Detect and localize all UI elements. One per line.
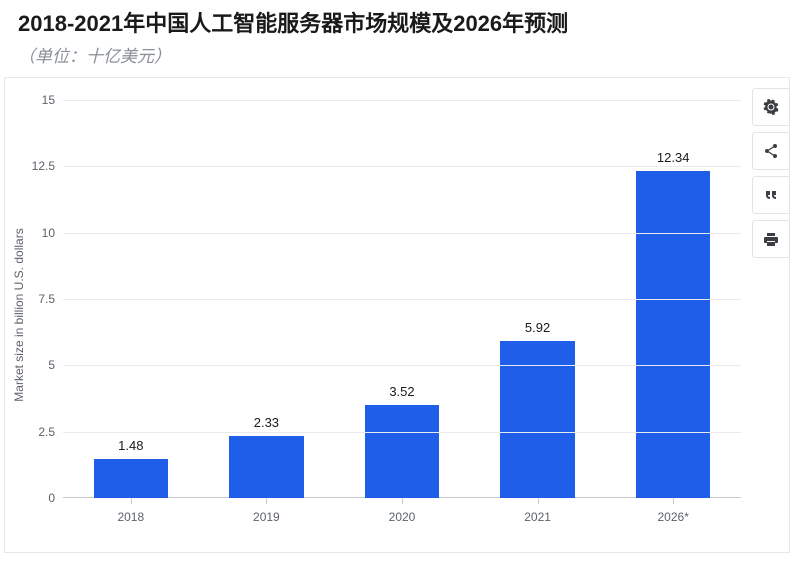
bar-value-label: 1.48 bbox=[94, 438, 169, 453]
gear-icon bbox=[763, 99, 779, 115]
chart-toolbar bbox=[752, 88, 790, 258]
share-button[interactable] bbox=[752, 132, 790, 170]
bar[interactable] bbox=[229, 436, 304, 498]
bar[interactable] bbox=[94, 459, 169, 498]
x-tick-mark bbox=[131, 498, 132, 504]
y-tick-label: 10 bbox=[42, 226, 55, 240]
bar-value-label: 3.52 bbox=[365, 384, 440, 399]
chart-title: 2018-2021年中国人工智能服务器市场规模及2026年预测 bbox=[18, 6, 775, 38]
print-button[interactable] bbox=[752, 220, 790, 258]
x-tick-label: 2021 bbox=[524, 510, 551, 524]
grid-line bbox=[63, 166, 741, 167]
x-tick-mark bbox=[673, 498, 674, 504]
chart-plot-area: 1.482.333.525.9212.34 02.557.51012.51520… bbox=[63, 100, 741, 498]
chart-subtitle: （单位：十亿美元） bbox=[18, 42, 775, 67]
quote-icon bbox=[763, 187, 779, 203]
x-tick-mark bbox=[538, 498, 539, 504]
bar-value-label: 2.33 bbox=[229, 415, 304, 430]
cite-button[interactable] bbox=[752, 176, 790, 214]
bar-value-label: 12.34 bbox=[636, 150, 711, 165]
bar[interactable] bbox=[365, 405, 440, 498]
header: 2018-2021年中国人工智能服务器市场规模及2026年预测 （单位：十亿美元… bbox=[0, 0, 793, 67]
x-tick-mark bbox=[402, 498, 403, 504]
x-tick-mark bbox=[266, 498, 267, 504]
x-tick-label: 2020 bbox=[389, 510, 416, 524]
bar[interactable] bbox=[636, 171, 711, 498]
grid-line bbox=[63, 233, 741, 234]
grid-line bbox=[63, 365, 741, 366]
grid-line bbox=[63, 299, 741, 300]
y-axis-label: Market size in billion U.S. dollars bbox=[12, 228, 26, 401]
y-tick-label: 12.5 bbox=[32, 159, 55, 173]
grid-line bbox=[63, 432, 741, 433]
x-tick-label: 2018 bbox=[117, 510, 144, 524]
share-icon bbox=[763, 143, 779, 159]
chart-card: Market size in billion U.S. dollars 1.48… bbox=[4, 77, 790, 553]
bar-value-label: 5.92 bbox=[500, 320, 575, 335]
y-tick-label: 0 bbox=[48, 491, 55, 505]
grid-line bbox=[63, 100, 741, 101]
print-icon bbox=[763, 231, 779, 247]
x-tick-label: 2026* bbox=[658, 510, 689, 524]
settings-button[interactable] bbox=[752, 88, 790, 126]
y-tick-label: 7.5 bbox=[38, 292, 55, 306]
y-tick-label: 2.5 bbox=[38, 425, 55, 439]
y-tick-label: 5 bbox=[48, 358, 55, 372]
x-tick-label: 2019 bbox=[253, 510, 280, 524]
y-tick-label: 15 bbox=[42, 93, 55, 107]
